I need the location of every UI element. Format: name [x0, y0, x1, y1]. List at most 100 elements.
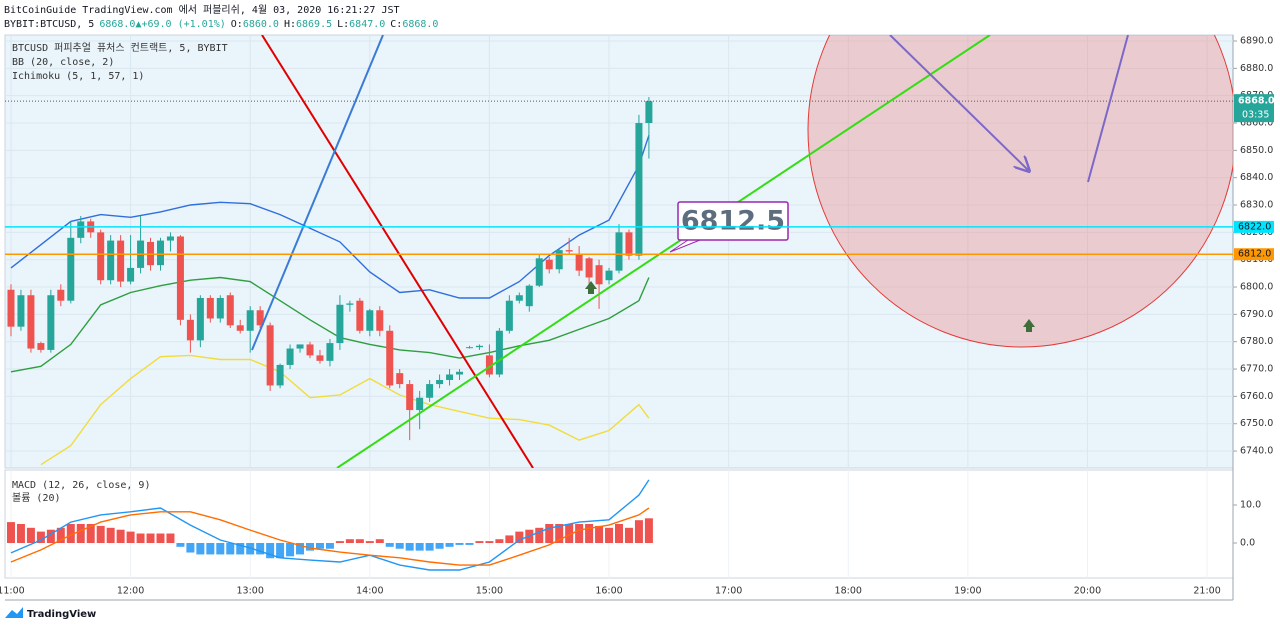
candle-body [166, 236, 174, 241]
histogram-bar [365, 541, 374, 544]
candle-body [276, 364, 284, 386]
candle-body [456, 371, 464, 375]
countdown-label: 03:35 [1242, 110, 1269, 121]
histogram-bar [605, 527, 614, 544]
candle-body [615, 232, 623, 271]
candle-body [495, 330, 503, 375]
histogram-bar [545, 524, 554, 544]
histogram-bar [126, 531, 135, 544]
candle-body [595, 265, 603, 285]
indicator-line [40, 354, 650, 466]
candle-body [465, 347, 473, 349]
ohlc-key: H: [284, 19, 296, 30]
histogram-bar [56, 527, 65, 544]
candle-body [525, 285, 533, 307]
candle-body [535, 258, 543, 286]
histogram-bar [425, 543, 434, 551]
candle-body [47, 295, 55, 350]
candle-body [426, 384, 434, 398]
last-price-box [1234, 94, 1274, 123]
trend-line-blue [251, 35, 384, 351]
ohlc-key: O: [231, 19, 243, 30]
y-tick-label: 6880.0 [1240, 63, 1273, 74]
callout-box [677, 201, 789, 241]
histogram-bar [176, 543, 185, 547]
candle-body [156, 240, 164, 266]
candle-body [27, 295, 35, 349]
candle-body [107, 240, 115, 281]
y-tick-label: 6740.0 [1240, 446, 1273, 457]
trend-line-green [336, 35, 991, 468]
histogram-bar [624, 527, 633, 544]
histogram-bar [146, 533, 155, 544]
histogram-bar [535, 527, 544, 544]
candle-body [7, 289, 15, 327]
candle-body [77, 221, 85, 238]
up-arrow: ▲ [135, 19, 141, 30]
histogram-bar [186, 543, 195, 553]
y-tick-label: 6840.0 [1240, 172, 1273, 183]
legend-text: Ichimoku (5, 1, 57, 1) [12, 71, 144, 82]
candle-body [605, 270, 613, 281]
histogram-bar [435, 543, 444, 549]
price-label: 6822.0 [1238, 221, 1271, 232]
histogram-bar [515, 531, 524, 544]
histogram-bar [16, 524, 25, 544]
histogram-bar [405, 543, 414, 551]
price: 6868.0 [99, 19, 135, 30]
histogram-bar [345, 539, 354, 544]
arrow-down [889, 35, 1028, 170]
symbol: BYBIT:BTCUSD, 5 [4, 19, 94, 30]
candle-body [475, 345, 483, 348]
histogram-bar [415, 543, 424, 551]
candle-body [67, 237, 75, 301]
candle-body [635, 123, 643, 256]
candle-body [575, 254, 583, 271]
macd-data [6, 479, 653, 571]
candle-body [186, 319, 194, 341]
candle-body [346, 303, 354, 305]
histogram-bar [335, 541, 344, 544]
legend-text: BTCUSD 퍼피추얼 퓨처스 컨트랙트, 5, BYBIT [12, 42, 228, 54]
histogram-bar [595, 525, 604, 544]
candle-body [515, 295, 523, 301]
y-tick-label: 6830.0 [1240, 200, 1273, 211]
histogram-bar [136, 533, 145, 544]
candle-body [326, 343, 334, 361]
candle-body [57, 289, 65, 301]
histogram-bar [276, 543, 285, 559]
histogram-bar [266, 543, 275, 559]
y-tick-label: 6780.0 [1240, 336, 1273, 347]
x-tick-label: 14:00 [356, 586, 383, 597]
macd-line [10, 479, 650, 571]
histogram-bar [475, 541, 484, 544]
candle-body [436, 379, 444, 385]
ohlc-value: 6869.5 [296, 19, 332, 30]
histogram-bar [156, 533, 165, 544]
histogram-bar [6, 522, 15, 544]
histogram-bar [355, 539, 364, 544]
histogram-bar [555, 524, 564, 544]
x-tick-label: 16:00 [595, 586, 622, 597]
histogram-bar [196, 543, 205, 555]
candle-body [585, 258, 593, 278]
candle-body [196, 297, 204, 341]
price-label: 6812.0 [1238, 249, 1271, 260]
x-tick-label: 13:00 [237, 586, 264, 597]
histogram-bar [296, 543, 305, 555]
histogram-bar [325, 543, 334, 549]
drawings: 6812.5 [5, 35, 1233, 468]
candle-body [206, 297, 214, 319]
x-tick-label: 12:00 [117, 586, 144, 597]
candle-body [336, 304, 344, 344]
candle-body [17, 295, 25, 327]
candle-body [356, 300, 364, 331]
histogram-bar [26, 527, 35, 544]
legend-text: MACD (12, 26, close, 9) [12, 480, 150, 491]
candle-body [386, 330, 394, 386]
histogram-bar [395, 543, 404, 549]
y-tick-label: 6850.0 [1240, 145, 1273, 156]
legend-text: 볼륨 (20) [12, 492, 61, 504]
ohlc-key: L: [337, 19, 349, 30]
candle-body [406, 384, 414, 411]
